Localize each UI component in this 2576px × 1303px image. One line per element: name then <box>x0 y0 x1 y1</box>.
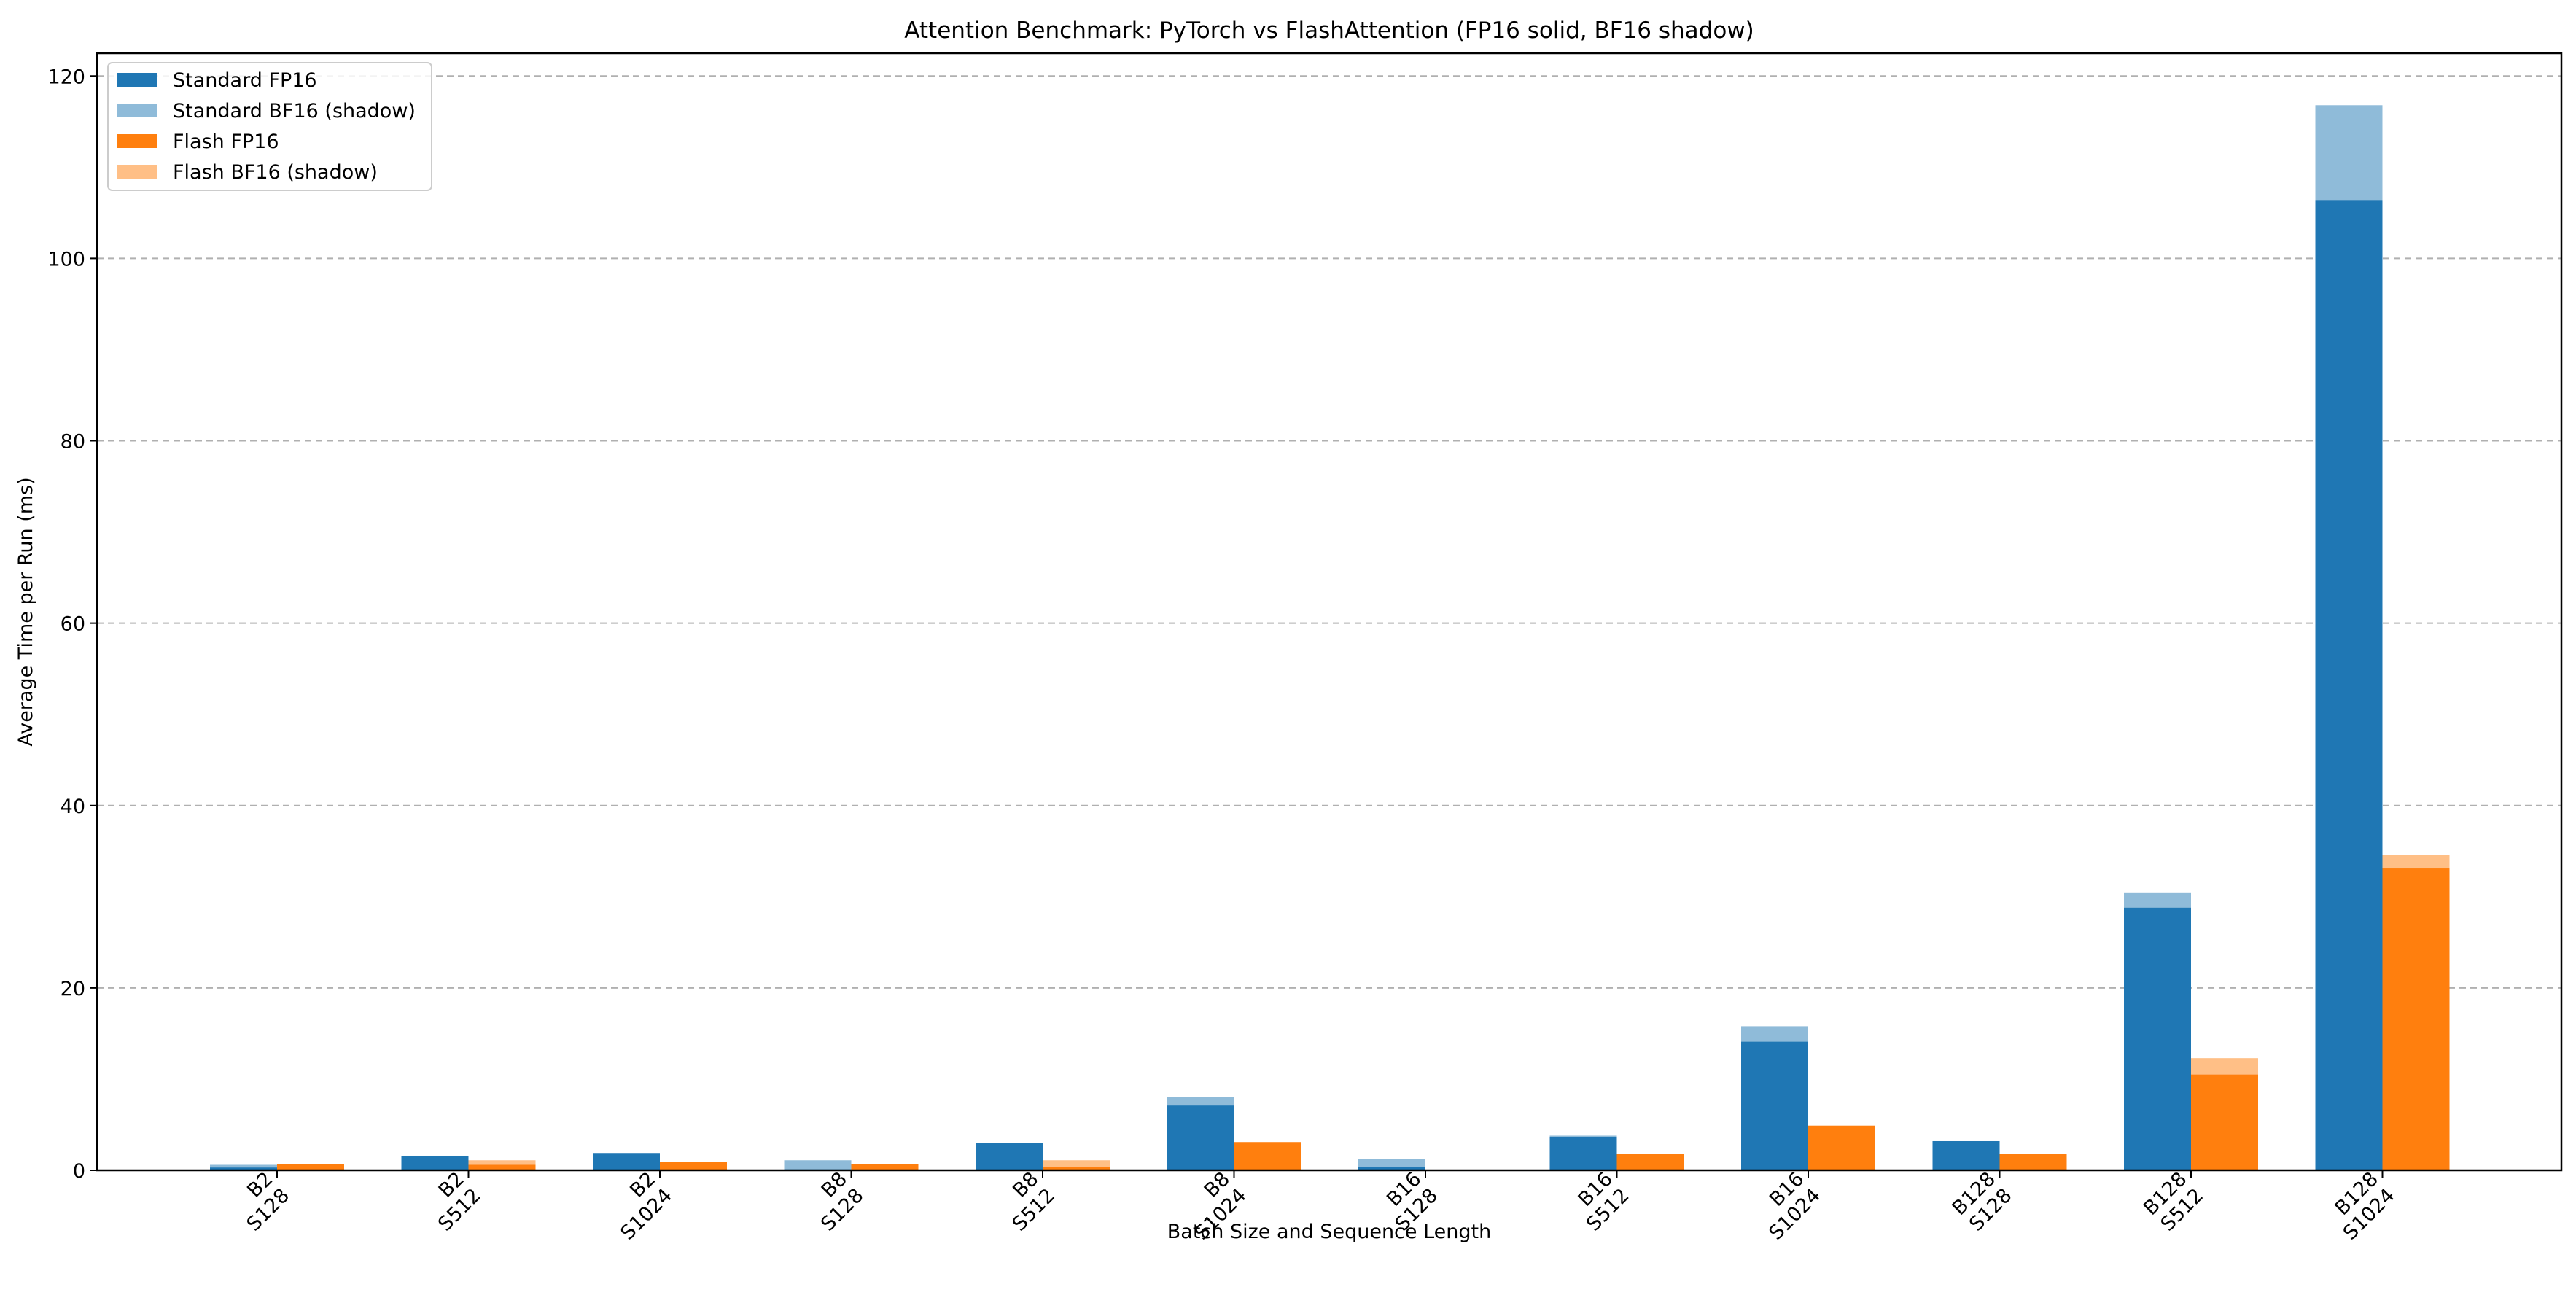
y-tick-label: 40 <box>61 796 85 818</box>
bar-flash-fp16-7 <box>1616 1154 1684 1170</box>
bar-flash-fp16-1 <box>468 1164 536 1170</box>
legend-label: Standard FP16 <box>173 69 317 92</box>
legend-label: Flash FP16 <box>173 131 279 153</box>
legend-label: Standard BF16 (shadow) <box>173 100 416 122</box>
bar-standard-fp16-0 <box>210 1167 277 1170</box>
chart-title: Attention Benchmark: PyTorch vs FlashAtt… <box>904 17 1754 44</box>
bar-standard-bf16-shadow-3 <box>784 1160 852 1170</box>
bar-standard-fp16-10 <box>2124 907 2191 1170</box>
bar-flash-fp16-2 <box>660 1162 727 1170</box>
x-axis-label: Batch Size and Sequence Length <box>1167 1221 1491 1243</box>
bar-standard-fp16-8 <box>1741 1041 1808 1170</box>
y-tick-label: 0 <box>73 1160 85 1183</box>
bar-flash-fp16-9 <box>1999 1154 2067 1170</box>
bar-flash-fp16-5 <box>1234 1142 1301 1170</box>
grid <box>97 75 2561 989</box>
legend-swatch <box>117 104 157 117</box>
bar-standard-fp16-1 <box>401 1155 469 1170</box>
bar-standard-fp16-7 <box>1549 1137 1617 1170</box>
y-axis: 0 20 40 60 80 100 120 <box>47 66 97 1183</box>
y-tick-label: 100 <box>47 248 85 271</box>
bar-flash-fp16-3 <box>851 1164 919 1170</box>
legend-box <box>107 62 432 191</box>
y-tick-label: 20 <box>61 978 85 1000</box>
bar-standard-fp16-4 <box>976 1143 1043 1170</box>
legend-swatch <box>117 134 157 148</box>
bar-flash-fp16-0 <box>277 1164 344 1170</box>
y-axis-label: Average Time per Run (ms) <box>15 477 37 746</box>
bar-standard-fp16-2 <box>593 1153 660 1170</box>
bar-standard-fp16-9 <box>1932 1140 2000 1170</box>
bar-flash-fp16-11 <box>2382 868 2450 1170</box>
legend: Standard FP16 Standard BF16 (shadow) Flash… <box>107 62 432 191</box>
bar-flash-fp16-4 <box>1043 1166 1110 1170</box>
plot-frame <box>96 52 2563 1172</box>
bar-flash-fp16-8 <box>1808 1125 1875 1170</box>
y-tick-label: 60 <box>61 613 85 636</box>
legend-label: Flash BF16 (shadow) <box>173 161 378 184</box>
solid-bars <box>210 200 2450 1170</box>
bar-standard-fp16-11 <box>2315 200 2383 1170</box>
bar-standard-fp16-5 <box>1167 1105 1234 1170</box>
bar-flash-fp16-10 <box>2191 1074 2258 1170</box>
legend-swatch <box>117 165 157 179</box>
y-tick-label: 80 <box>61 431 85 454</box>
bar-standard-fp16-6 <box>1358 1166 1425 1170</box>
y-tick-label: 120 <box>47 66 85 88</box>
legend-swatch <box>117 73 157 87</box>
